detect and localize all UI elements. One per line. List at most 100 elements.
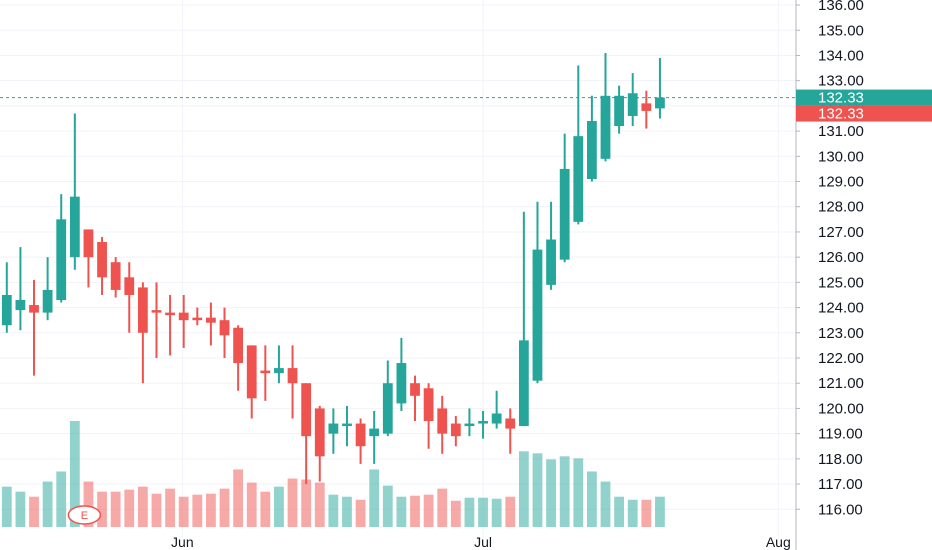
- event-label: E: [81, 510, 88, 522]
- volume-bar: [518, 451, 529, 527]
- candle-body: [369, 428, 380, 437]
- candle-body: [655, 97, 665, 109]
- candle-body: [600, 95, 611, 159]
- volume-bar: [274, 486, 284, 527]
- volume-bar: [559, 456, 570, 527]
- candle-body: [206, 317, 216, 323]
- y-tick-label: 135.00: [818, 22, 864, 39]
- candle-body: [518, 340, 529, 427]
- volume-bar: [219, 488, 230, 527]
- y-tick-label: 127.00: [818, 224, 864, 241]
- y-tick-label: 118.00: [818, 451, 863, 468]
- candle-body: [165, 312, 175, 316]
- volume-bar: [627, 499, 638, 527]
- candle-body: [274, 368, 284, 374]
- candle-layer: [0, 52, 796, 485]
- volume-bar: [97, 491, 107, 527]
- candle-body: [56, 219, 67, 301]
- y-tick-label: 128.00: [818, 199, 864, 216]
- volume-bar: [42, 481, 53, 527]
- volume-bar: [614, 496, 625, 527]
- volume-bar: [546, 459, 556, 527]
- volume-bar: [491, 498, 502, 527]
- candle-body: [627, 93, 638, 116]
- candle-body: [505, 418, 516, 429]
- volume-bar: [83, 481, 94, 527]
- volume-bar: [246, 482, 257, 527]
- candle-body: [396, 363, 407, 404]
- volume-bar: [355, 499, 366, 527]
- candle-body: [287, 368, 298, 384]
- volume-bar: [600, 481, 611, 527]
- candle-body: [246, 345, 257, 399]
- volume-bar: [423, 494, 434, 527]
- volume-bar: [287, 478, 298, 527]
- candle-body: [641, 103, 652, 111]
- volume-bar: [437, 488, 448, 527]
- candle-body: [382, 383, 393, 434]
- volume-bar: [233, 469, 244, 527]
- candle-body: [124, 277, 135, 295]
- candle-body: [137, 287, 148, 333]
- candle-body: [301, 383, 312, 437]
- volume-bar: [165, 488, 175, 527]
- candle-body: [15, 300, 26, 311]
- y-tick-label: 126.00: [818, 249, 864, 266]
- candle-body: [355, 423, 366, 447]
- volume-layer: [1, 421, 665, 527]
- candle-body: [478, 421, 488, 424]
- candle-body: [233, 327, 244, 364]
- volume-bar: [655, 496, 665, 527]
- candle-body: [151, 310, 162, 313]
- price-label-box: [796, 89, 932, 106]
- candle-body: [178, 312, 189, 321]
- volume-bar: [342, 496, 352, 527]
- y-tick-label: 119.00: [818, 426, 863, 443]
- candle-body: [491, 413, 502, 424]
- x-tick-label: Jun: [171, 534, 194, 550]
- candle-body: [464, 423, 475, 427]
- candle-body: [69, 196, 80, 258]
- y-tick-label: 120.00: [818, 400, 864, 417]
- candle-body: [614, 95, 625, 127]
- candle-body: [532, 249, 543, 381]
- candle-body: [314, 408, 325, 457]
- y-tick-label: 136.00: [818, 0, 864, 14]
- y-tick-label: 129.00: [818, 174, 864, 191]
- candle-body: [260, 370, 271, 374]
- volume-bar: [15, 491, 26, 527]
- candle-body: [219, 320, 230, 336]
- volume-bar: [110, 491, 121, 527]
- candle-body: [29, 305, 39, 313]
- x-tick-label: Jul: [474, 534, 492, 550]
- candle-body: [423, 388, 434, 422]
- y-tick-label: 121.00: [818, 375, 864, 392]
- y-tick-label: 131.00: [818, 123, 864, 140]
- event-marker: [67, 505, 102, 525]
- candle-body: [342, 423, 352, 427]
- volume-bar: [192, 494, 203, 527]
- price-label: 132.33: [818, 106, 864, 123]
- volume-bar: [573, 458, 584, 527]
- price-label-box: [796, 105, 932, 122]
- volume-bar: [301, 479, 312, 527]
- y-tick-label: 123.00: [818, 325, 864, 342]
- volume-bar: [532, 453, 543, 527]
- y-tick-label: 125.00: [818, 274, 864, 291]
- x-tick-label: Aug: [766, 534, 791, 550]
- volume-bar: [151, 493, 162, 527]
- volume-bar: [410, 495, 420, 527]
- candle-body: [573, 136, 584, 222]
- volume-bar: [505, 496, 516, 527]
- price-label: 132.33: [818, 90, 864, 107]
- volume-bar: [478, 497, 488, 527]
- y-tick-label: 134.00: [818, 47, 864, 64]
- volume-bar: [396, 496, 407, 527]
- y-tick-label: 130.00: [818, 148, 864, 165]
- volume-bar: [29, 496, 39, 527]
- axis-layer: 116.00 117.00 118.00 119.00 120.00 121.00 122.…: [67, 0, 932, 550]
- volume-bar: [450, 500, 461, 527]
- candle-body: [559, 168, 570, 260]
- volume-bar: [69, 421, 80, 527]
- candle-body: [328, 423, 339, 434]
